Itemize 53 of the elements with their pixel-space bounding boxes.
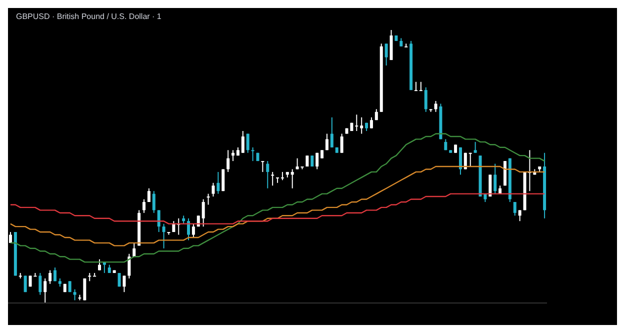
candlestick <box>316 152 319 170</box>
candlestick <box>246 133 250 154</box>
candlestick <box>370 116 373 129</box>
candlestick <box>424 86 428 112</box>
candlestick <box>44 278 47 303</box>
candlestick <box>330 116 334 148</box>
candlestick <box>266 160 270 189</box>
candlestick <box>384 43 388 66</box>
candlestick <box>122 275 126 293</box>
candlestick <box>290 168 294 189</box>
candlestick <box>419 81 422 92</box>
candlestick <box>261 160 264 172</box>
candlestick <box>24 275 27 293</box>
candlestick <box>340 133 344 154</box>
chart-title: GBPUSD · British Pound / U.S. Dollar · 1 <box>16 12 162 21</box>
candlestick <box>241 130 244 154</box>
candlestick <box>251 146 254 162</box>
candlestick <box>216 171 220 194</box>
candlestick <box>157 210 160 233</box>
candlestick <box>212 182 215 198</box>
candlestick <box>494 163 497 194</box>
candlestick <box>513 201 516 216</box>
candlestick <box>128 253 131 279</box>
candlestick <box>325 133 328 151</box>
candlestick <box>222 168 225 192</box>
candlestick <box>458 146 462 176</box>
candlestick <box>474 141 477 154</box>
candlestick <box>73 288 76 301</box>
candlestick <box>202 198 205 228</box>
candlestick <box>187 218 190 241</box>
candlestick <box>226 150 230 172</box>
candlestick <box>142 198 146 214</box>
candlestick <box>434 100 438 112</box>
candlestick <box>38 272 42 296</box>
candlestick <box>518 210 522 222</box>
candlestick <box>8 232 12 244</box>
candlestick <box>360 116 364 134</box>
candlestick <box>147 188 150 202</box>
candlestick <box>48 270 52 284</box>
candlestick <box>206 193 210 206</box>
candlestick <box>271 171 274 186</box>
candlestick <box>232 150 235 162</box>
candlestick <box>53 267 56 282</box>
candlestick <box>414 81 418 92</box>
candlestick <box>93 272 96 277</box>
candlestick <box>404 43 408 48</box>
candlestick <box>355 114 358 132</box>
candlestick <box>162 223 166 249</box>
candlestick <box>132 242 136 258</box>
candlestick <box>83 278 86 301</box>
candlestick <box>152 190 156 214</box>
candlestick <box>192 223 195 238</box>
candlestick <box>468 152 472 167</box>
